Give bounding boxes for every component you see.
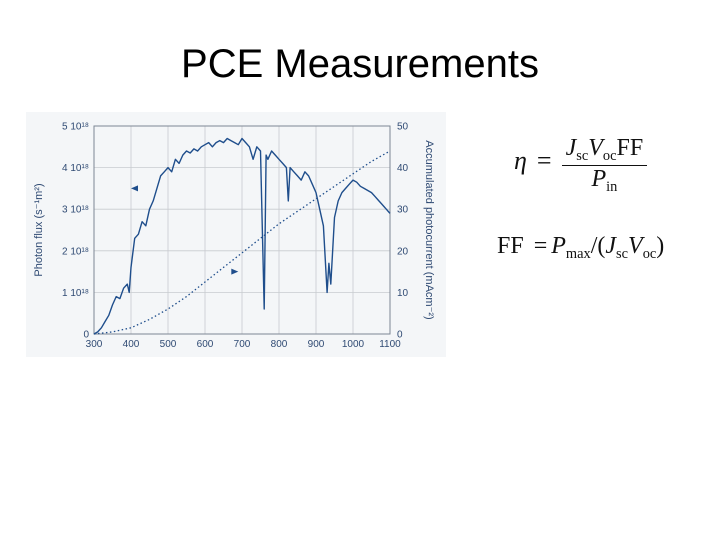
close-paren: ) [656,233,665,259]
x-tick-label: 400 [123,339,140,350]
pin-subscript: in [606,179,618,196]
chart-background [26,112,446,357]
efficiency-fraction: JscVocFF Pin [561,135,648,196]
open-paren: /( [590,233,606,259]
y2-tick-label: 30 [397,205,409,216]
fraction-numerator: JscVocFF [561,135,648,167]
series-layer [93,137,391,335]
equals-sign: = [536,146,552,176]
fraction-denominator: Pin [562,166,648,196]
x-tick-label: 500 [160,339,177,350]
pmax-subscript: max [565,246,591,263]
photon-flux-series-line [93,137,391,335]
ff-symbol: FF [616,135,644,161]
y2-tick-label: 50 [397,122,409,133]
slide-title: PCE Measurements [181,42,539,86]
photocurrent-series-line [93,150,391,335]
y2-tick-label: 40 [397,163,409,174]
x-tick-label: 1100 [379,339,401,350]
y-tick-label: 1 10¹⁸ [62,288,89,299]
annotation-layer [131,185,239,275]
equals-sign-2: = [533,233,548,259]
eta-symbol: η [514,146,527,176]
x-tick-label: 1000 [342,339,365,350]
x-tick-label: 900 [308,339,325,350]
y-tick-label: 2 10¹⁸ [62,246,89,257]
y-tick-label: 5 10¹⁸ [62,122,89,133]
x-tick-label: 800 [271,339,288,350]
fill-factor-equation: FF = Pmax/(JscVoc) [497,233,697,268]
pmax-symbol: P [551,233,566,259]
jsc-subscript: sc [576,148,589,165]
y-tick-label: 4 10¹⁸ [62,163,89,174]
voc-subscript-2: oc [642,246,657,263]
voc-symbol-2: V [628,233,643,259]
jsc-subscript-2: sc [616,246,629,263]
plot-frame [93,125,391,335]
y2-tick-label: 0 [397,330,403,341]
photon-flux-chart: 300 400 500 600 700 800 900 1000 1100 0 1 10¹⁸ 2 10… [26,112,446,357]
voc-subscript: oc [602,148,617,165]
efficiency-equation: η = JscVocFF Pin [514,135,684,210]
x-tick-label: 300 [86,339,103,350]
voc-symbol: V [588,135,603,161]
x-tick-label: 600 [197,339,214,350]
y2-axis-label: Accumulated photocurrent (mAcm⁻²) [423,140,435,319]
ff-lhs: FF [497,233,524,259]
y-axis-label: Photon flux (s⁻¹m²) [33,183,45,276]
grid-layer [93,125,391,335]
pin-symbol: P [591,166,607,193]
jsc-symbol: J [565,135,577,161]
jsc-symbol-2: J [605,233,617,259]
y-tick-label: 0 [83,330,89,341]
arrow-left-icon [131,185,138,192]
y2-tick-label: 20 [397,246,409,257]
x-tick-label: 700 [234,339,251,350]
y2-tick-label: 10 [397,288,409,299]
arrow-right-icon [231,268,239,275]
y-tick-label: 3 10¹⁸ [62,205,89,216]
